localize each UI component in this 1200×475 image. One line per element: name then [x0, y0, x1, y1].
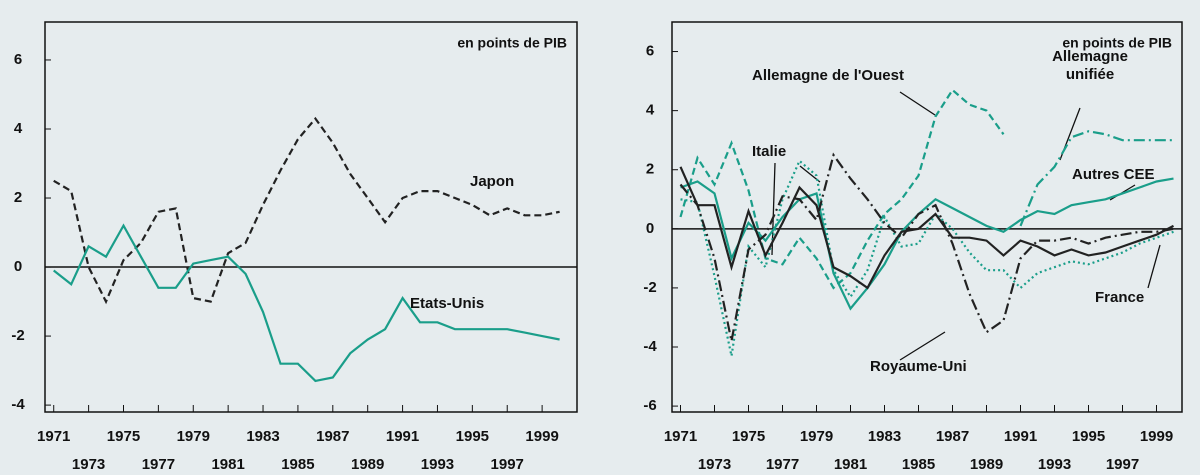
x-tick-label: 1971	[664, 428, 697, 445]
x-tick-label: 1983	[868, 428, 901, 445]
series-label: Etats-Unis	[410, 295, 485, 312]
x-tick-label: 1993	[1038, 456, 1071, 473]
x-tick-label: 1983	[246, 428, 279, 445]
series-label: Autres CEE	[1072, 166, 1155, 183]
x-tick-label: 1977	[766, 456, 799, 473]
series-line	[679, 88, 1005, 290]
series-label: Italie	[752, 143, 787, 160]
series-label: Japon	[470, 173, 515, 190]
y-tick-label: 4	[646, 102, 655, 119]
x-tick-label: 1975	[732, 428, 765, 445]
x-tick-label: 1979	[177, 428, 210, 445]
y-tick-label: 2	[646, 161, 654, 178]
x-tick-label: 1997	[1106, 456, 1139, 473]
x-tick-label: 1995	[456, 428, 489, 445]
unit-label: en points de PIB	[1062, 35, 1172, 51]
x-tick-label: 1985	[281, 456, 314, 473]
series-line	[1019, 130, 1174, 227]
y-tick-label: 6	[14, 51, 22, 68]
series-line	[679, 166, 1175, 290]
x-tick-label: 1997	[491, 456, 524, 473]
series-line	[680, 159, 1174, 357]
x-tick-label: 1981	[834, 456, 867, 473]
series-label: Allemagne de l'Ouest	[752, 67, 904, 84]
x-tick-label: 1973	[698, 456, 731, 473]
x-tick-label: 1995	[1072, 428, 1105, 445]
y-tick-label: -2	[643, 279, 656, 296]
x-tick-label: 1975	[107, 428, 140, 445]
y-tick-label: -4	[11, 396, 25, 413]
y-tick-label: -4	[643, 338, 657, 355]
x-tick-label: 1989	[351, 456, 384, 473]
series-label: France	[1095, 289, 1145, 306]
x-tick-label: 1991	[1004, 428, 1037, 445]
plot-frame	[44, 21, 578, 413]
x-tick-label: 1973	[72, 456, 105, 473]
series-line	[53, 116, 560, 305]
x-tick-label: 1999	[1140, 428, 1173, 445]
y-tick-label: 4	[14, 120, 23, 137]
x-tick-label: 1987	[936, 428, 969, 445]
y-tick-label: 6	[646, 43, 654, 60]
series-label: Royaume-Uni	[870, 358, 967, 375]
x-tick-label: 1987	[316, 428, 349, 445]
x-tick-label: 1991	[386, 428, 419, 445]
y-tick-label: -2	[11, 327, 24, 344]
y-tick-label: 0	[14, 258, 22, 275]
x-tick-label: 1971	[37, 428, 70, 445]
x-tick-label: 1977	[142, 456, 175, 473]
y-tick-label: 0	[646, 220, 654, 237]
unit-label: en points de PIB	[457, 35, 567, 51]
series-line	[53, 223, 560, 383]
x-tick-label: 1999	[525, 428, 558, 445]
series-label: Allemagne unifiée	[1052, 48, 1128, 83]
plot-frame	[671, 21, 1183, 413]
x-tick-label: 1979	[800, 428, 833, 445]
y-tick-label: -6	[643, 397, 656, 414]
x-tick-label: 1989	[970, 456, 1003, 473]
x-tick-label: 1993	[421, 456, 454, 473]
y-tick-label: 2	[14, 189, 22, 206]
arrows	[771, 91, 1161, 361]
x-tick-label: 1985	[902, 456, 935, 473]
x-tick-label: 1981	[211, 456, 244, 473]
series-line	[679, 152, 1174, 342]
